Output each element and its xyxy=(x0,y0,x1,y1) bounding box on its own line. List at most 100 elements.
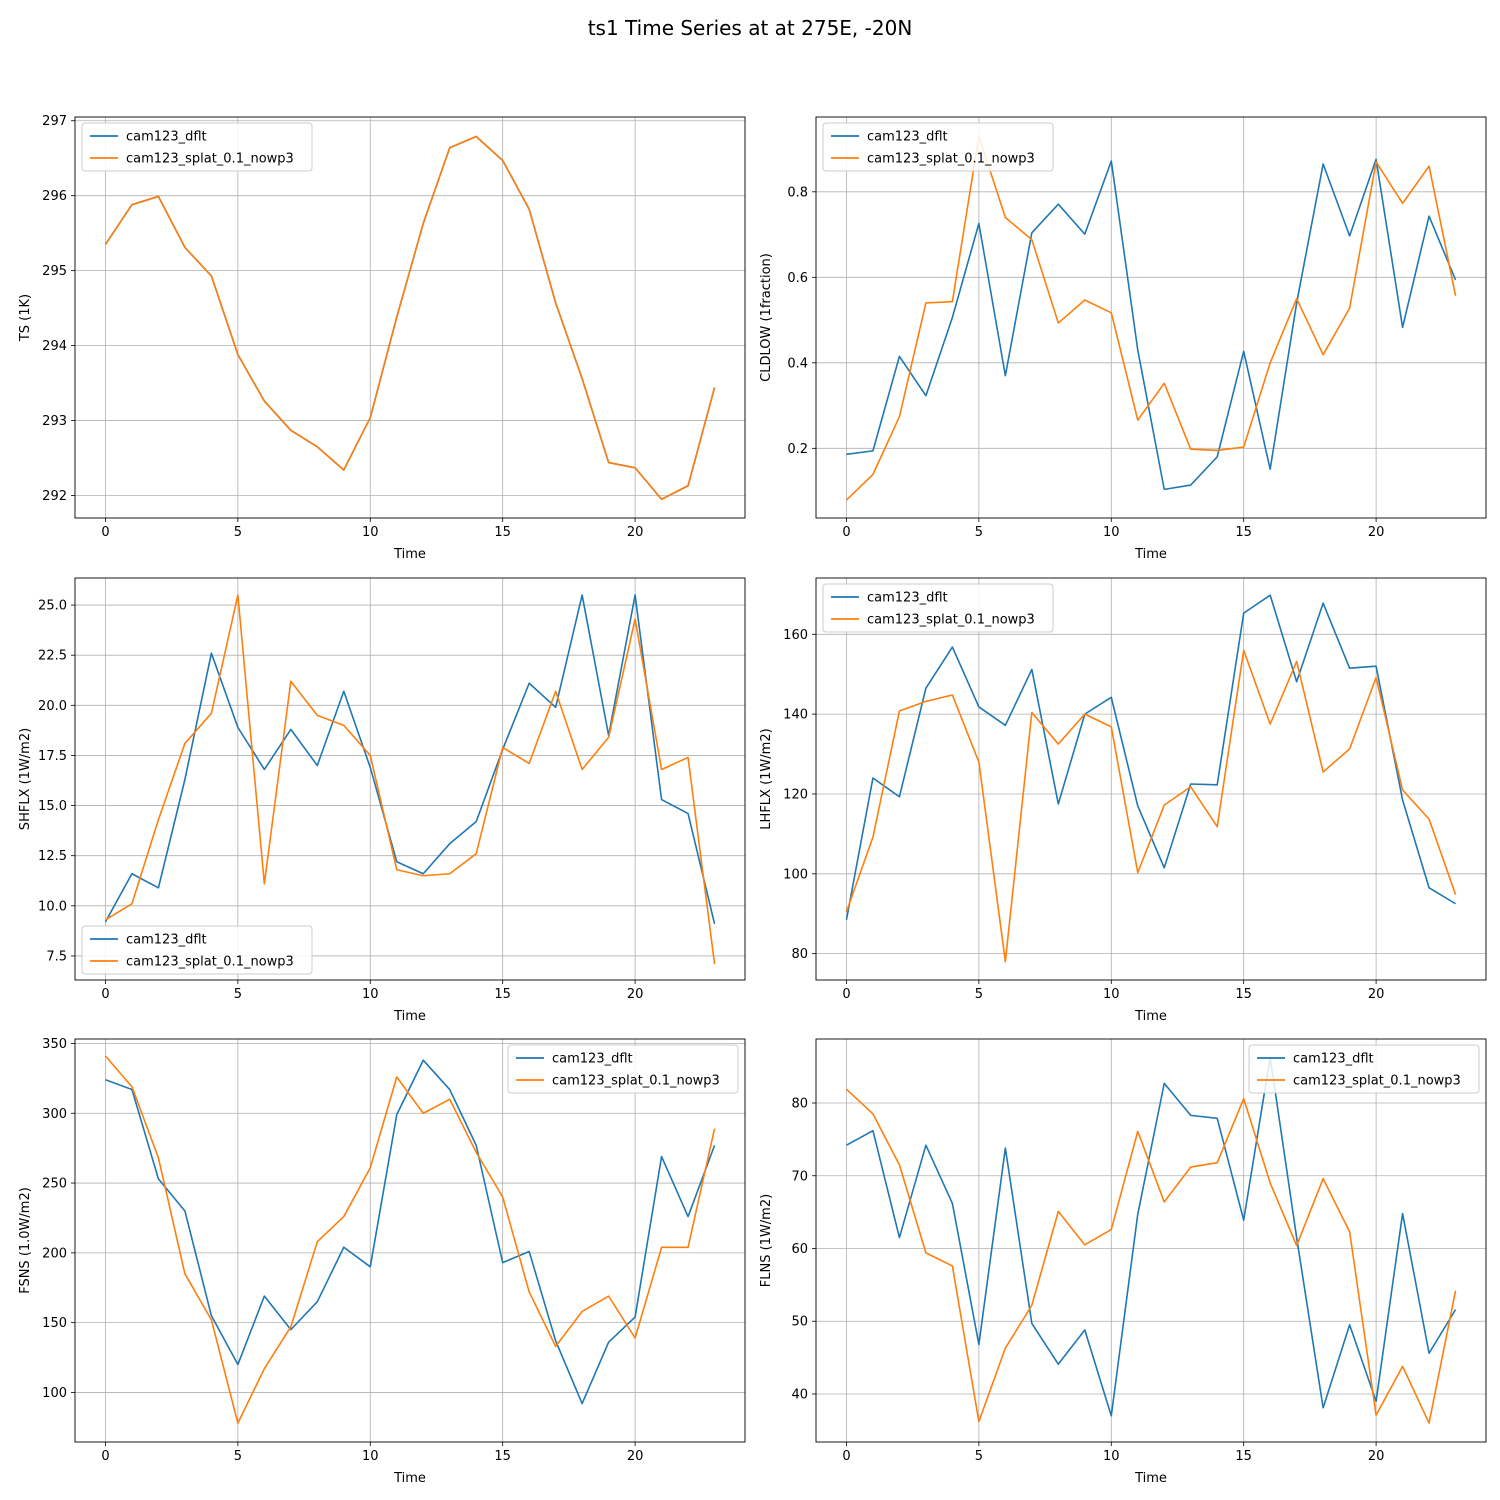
x-axis-label: Time xyxy=(393,1009,426,1024)
y-axis-label: LHFLX (1W/m2) xyxy=(759,728,774,829)
x-tick-label: 10 xyxy=(362,525,379,540)
plot-area xyxy=(75,578,745,980)
legend-box xyxy=(822,122,1054,172)
x-tick-label: 10 xyxy=(362,1449,379,1464)
x-axis-label: Time xyxy=(1134,1009,1167,1024)
series-line-1 xyxy=(105,1059,716,1405)
y-tick-label: 350 xyxy=(42,1037,67,1052)
y-tick-label: 80 xyxy=(791,1097,808,1112)
y-tick-label: 100 xyxy=(42,1386,67,1401)
x-tick-label: 10 xyxy=(362,987,379,1002)
y-tick-label: 0.8 xyxy=(787,185,808,200)
legend-label-1: cam123_dflt xyxy=(126,933,207,948)
series-line-2 xyxy=(845,1088,1457,1424)
y-tick-label: 10.0 xyxy=(38,899,67,914)
x-axis-label: Time xyxy=(1134,1471,1167,1486)
subplot-ts: 0 5 10 15 20 292 293 294 295 296 297 Time TS (1K) cam… xyxy=(18,114,746,562)
y-tick-label: 22.5 xyxy=(38,649,67,664)
x-tick-label: 15 xyxy=(1235,1449,1252,1464)
legend-label-1: cam123_dflt xyxy=(867,591,948,606)
x-tick-label: 0 xyxy=(842,1449,850,1464)
legend-label-1: cam123_dflt xyxy=(1293,1052,1374,1067)
x-tick-label: 15 xyxy=(494,1449,511,1464)
series-line-2 xyxy=(105,594,716,965)
x-tick-label: 15 xyxy=(1235,987,1252,1002)
y-tick-label: 296 xyxy=(42,189,67,204)
axes-frame xyxy=(815,577,1487,981)
x-tick-label: 20 xyxy=(627,987,644,1002)
y-axis-label: CLDLOW (1fraction) xyxy=(759,253,774,382)
axes-frame xyxy=(74,577,746,981)
y-tick-label: 17.5 xyxy=(38,749,67,764)
legend-label-2: cam123_splat_0.1_nowp3 xyxy=(867,613,1035,628)
legend-label-2: cam123_splat_0.1_nowp3 xyxy=(867,152,1035,167)
y-tick-label: 12.5 xyxy=(38,849,67,864)
x-tick-label: 5 xyxy=(975,987,983,1002)
series-line-2 xyxy=(845,649,1457,963)
y-tick-label: 60 xyxy=(791,1242,808,1257)
series-line-1 xyxy=(846,1056,1457,1417)
y-tick-label: 20.0 xyxy=(38,699,67,714)
x-tick-label: 20 xyxy=(1368,987,1385,1002)
y-tick-label: 0.4 xyxy=(787,356,808,371)
legend-box xyxy=(81,925,313,975)
plot-area xyxy=(75,117,745,518)
legend-label-2: cam123_splat_0.1_nowp3 xyxy=(126,152,294,167)
y-tick-label: 200 xyxy=(42,1246,67,1261)
y-tick-label: 160 xyxy=(783,628,808,643)
series-line-1 xyxy=(846,158,1457,491)
y-tick-label: 295 xyxy=(42,264,67,279)
legend-box xyxy=(507,1044,739,1094)
subplot-shflx: 0 5 10 15 20 7.5 10.0 12.5 15.0 17.5 20.0 22.5 25.0 T… xyxy=(18,577,746,1024)
legend-label-1: cam123_dflt xyxy=(867,130,948,145)
x-tick-label: 20 xyxy=(1368,1449,1385,1464)
legend: cam123_dflt cam123_splat_0.1_nowp3 xyxy=(81,122,313,172)
y-tick-label: 0.6 xyxy=(787,271,808,286)
y-tick-label: 294 xyxy=(42,339,67,354)
series-line-2 xyxy=(845,135,1457,501)
x-tick-label: 5 xyxy=(234,525,242,540)
y-tick-label: 250 xyxy=(42,1177,67,1192)
subplot-lhflx: 0 5 10 15 20 80 100 120 140 160 Time LHFLX (1W/m2) c… xyxy=(759,577,1487,1024)
y-tick-label: 40 xyxy=(791,1387,808,1402)
x-tick-label: 15 xyxy=(494,525,511,540)
series-line-2 xyxy=(104,1055,716,1424)
x-tick-label: 5 xyxy=(975,1449,983,1464)
x-tick-label: 5 xyxy=(975,525,983,540)
x-axis-label: Time xyxy=(1134,547,1167,562)
y-tick-label: 140 xyxy=(783,708,808,723)
legend-label-1: cam123_dflt xyxy=(552,1052,633,1067)
y-tick-label: 100 xyxy=(783,867,808,882)
axes-frame xyxy=(815,1038,1487,1443)
subplot-flns: 0 5 10 15 20 40 50 60 70 80 Time FLNS (1W/m2) cam123… xyxy=(759,1038,1487,1486)
plot-area xyxy=(816,117,1486,518)
x-tick-label: 0 xyxy=(842,987,850,1002)
legend-box xyxy=(1248,1044,1480,1094)
x-axis-label: Time xyxy=(393,1471,426,1486)
y-tick-label: 70 xyxy=(791,1169,808,1184)
figure-title: ts1 Time Series at at 275E, -20N xyxy=(587,16,913,40)
y-axis-label: FLNS (1W/m2) xyxy=(759,1194,774,1287)
legend: cam123_dflt cam123_splat_0.1_nowp3 xyxy=(81,925,313,975)
y-tick-label: 50 xyxy=(791,1315,808,1330)
plot-area xyxy=(816,1039,1486,1442)
legend-label-2: cam123_splat_0.1_nowp3 xyxy=(1293,1074,1461,1089)
legend-box xyxy=(81,122,313,172)
y-tick-label: 25.0 xyxy=(38,599,67,614)
subplot-cldlow: 0 5 10 15 20 0.2 0.4 0.6 0.8 Time CLDLOW (1fractio… xyxy=(759,116,1487,562)
y-axis-label: FSNS (1.0W/m2) xyxy=(18,1187,33,1294)
x-tick-label: 0 xyxy=(101,1449,109,1464)
legend-label-2: cam123_splat_0.1_nowp3 xyxy=(126,955,294,970)
legend: cam123_dflt cam123_splat_0.1_nowp3 xyxy=(822,583,1054,633)
y-tick-label: 7.5 xyxy=(46,949,67,964)
x-axis-label: Time xyxy=(393,547,426,562)
legend-box xyxy=(822,583,1054,633)
y-tick-label: 293 xyxy=(42,414,67,429)
y-axis-label: TS (1K) xyxy=(18,294,33,342)
x-tick-label: 20 xyxy=(627,1449,644,1464)
legend: cam123_dflt cam123_splat_0.1_nowp3 xyxy=(1248,1044,1480,1094)
x-tick-label: 20 xyxy=(1368,525,1385,540)
y-tick-label: 120 xyxy=(783,787,808,802)
y-axis-label: SHFLX (1W/m2) xyxy=(18,728,33,830)
